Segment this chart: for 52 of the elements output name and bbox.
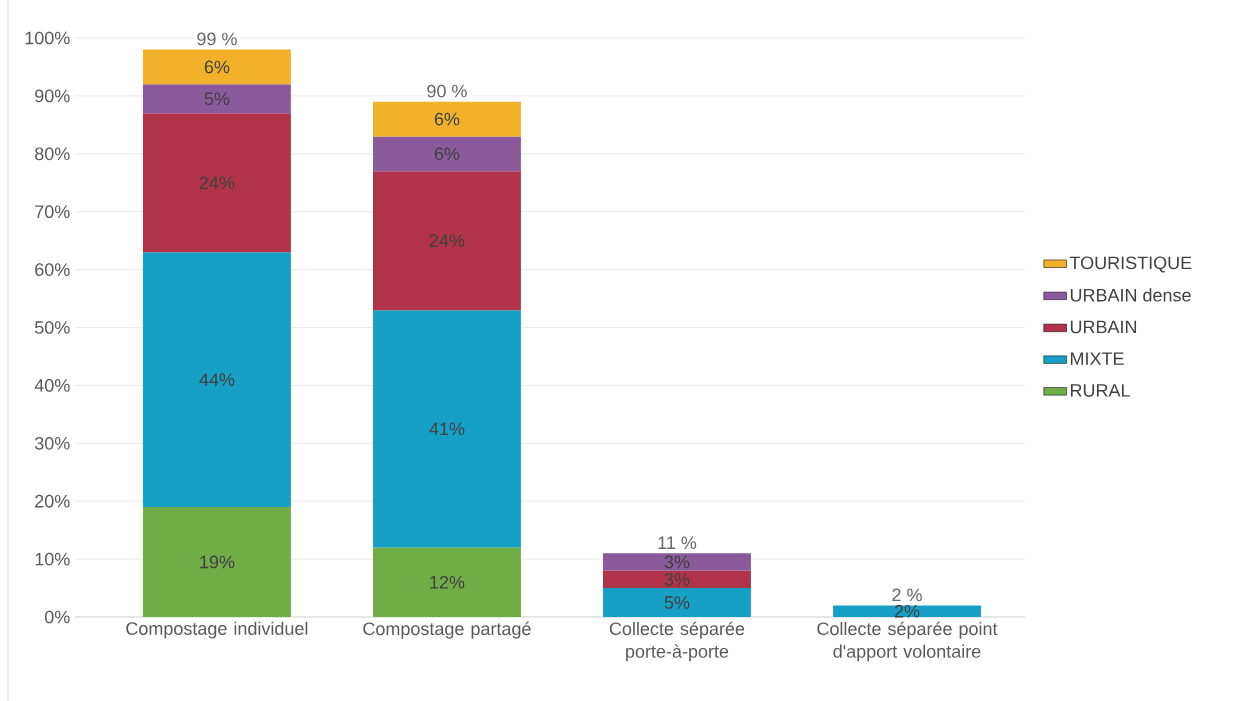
data-label: 3% — [664, 555, 690, 569]
data-label: 6% — [204, 60, 230, 74]
total-label: 2 % — [892, 588, 922, 602]
y-tick-label: 70% — [35, 205, 70, 219]
bar — [142, 506, 291, 617]
data-label: 19% — [200, 555, 235, 569]
bar — [142, 252, 291, 507]
y-tick-label: 30% — [34, 436, 70, 450]
total-label: 99 % — [197, 32, 237, 46]
data-label: 5% — [204, 92, 230, 106]
y-tick-label: 80% — [35, 147, 70, 161]
x-tick-label: Collecte séparée porte-à-porte — [609, 621, 745, 662]
data-label: 2% — [894, 604, 920, 618]
y-tick-label: 0% — [44, 610, 70, 624]
y-tick-label: 60% — [35, 263, 70, 276]
bar — [373, 101, 521, 137]
legend-label: MIXTE — [1070, 352, 1124, 365]
y-tick-label: 10% — [35, 552, 70, 566]
data-label: 24% — [429, 234, 465, 247]
data-label: 3% — [664, 572, 690, 586]
bar — [603, 553, 751, 571]
y-tick-label: 40% — [34, 379, 70, 392]
legend-label: URBAIN dense — [1070, 288, 1191, 302]
data-label: 44% — [199, 373, 235, 386]
bar — [142, 49, 291, 85]
bar — [833, 605, 981, 617]
bar — [373, 171, 521, 311]
data-label: 24% — [199, 176, 235, 190]
bar — [142, 84, 291, 114]
x-tick-label: Compostage partagé — [363, 621, 531, 639]
total-label: 90 % — [427, 84, 467, 98]
data-label: 6% — [434, 147, 460, 161]
total-label: 11 % — [658, 536, 697, 550]
y-tick-label: 20% — [35, 494, 70, 508]
bar — [142, 113, 291, 253]
bar — [373, 547, 521, 617]
data-label: 6% — [434, 112, 460, 126]
data-label: 12% — [430, 575, 465, 589]
data-label: 5% — [664, 596, 690, 609]
x-tick-label: Collecte séparée point d'apport volontaire — [817, 621, 998, 662]
legend-label: RURAL — [1070, 384, 1130, 397]
y-tick-label: 50% — [34, 321, 70, 334]
data-label: 41% — [429, 422, 465, 436]
legend-label: URBAIN — [1070, 320, 1137, 334]
bar — [603, 588, 751, 617]
bar — [373, 136, 521, 172]
y-tick-label: 100% — [25, 31, 70, 45]
bar — [603, 570, 751, 589]
legend-label: TOURISTIQUE — [1069, 256, 1192, 273]
bar — [373, 310, 521, 548]
x-tick-label: Compostage individuel — [126, 621, 308, 639]
y-tick-label: 90% — [35, 89, 70, 103]
